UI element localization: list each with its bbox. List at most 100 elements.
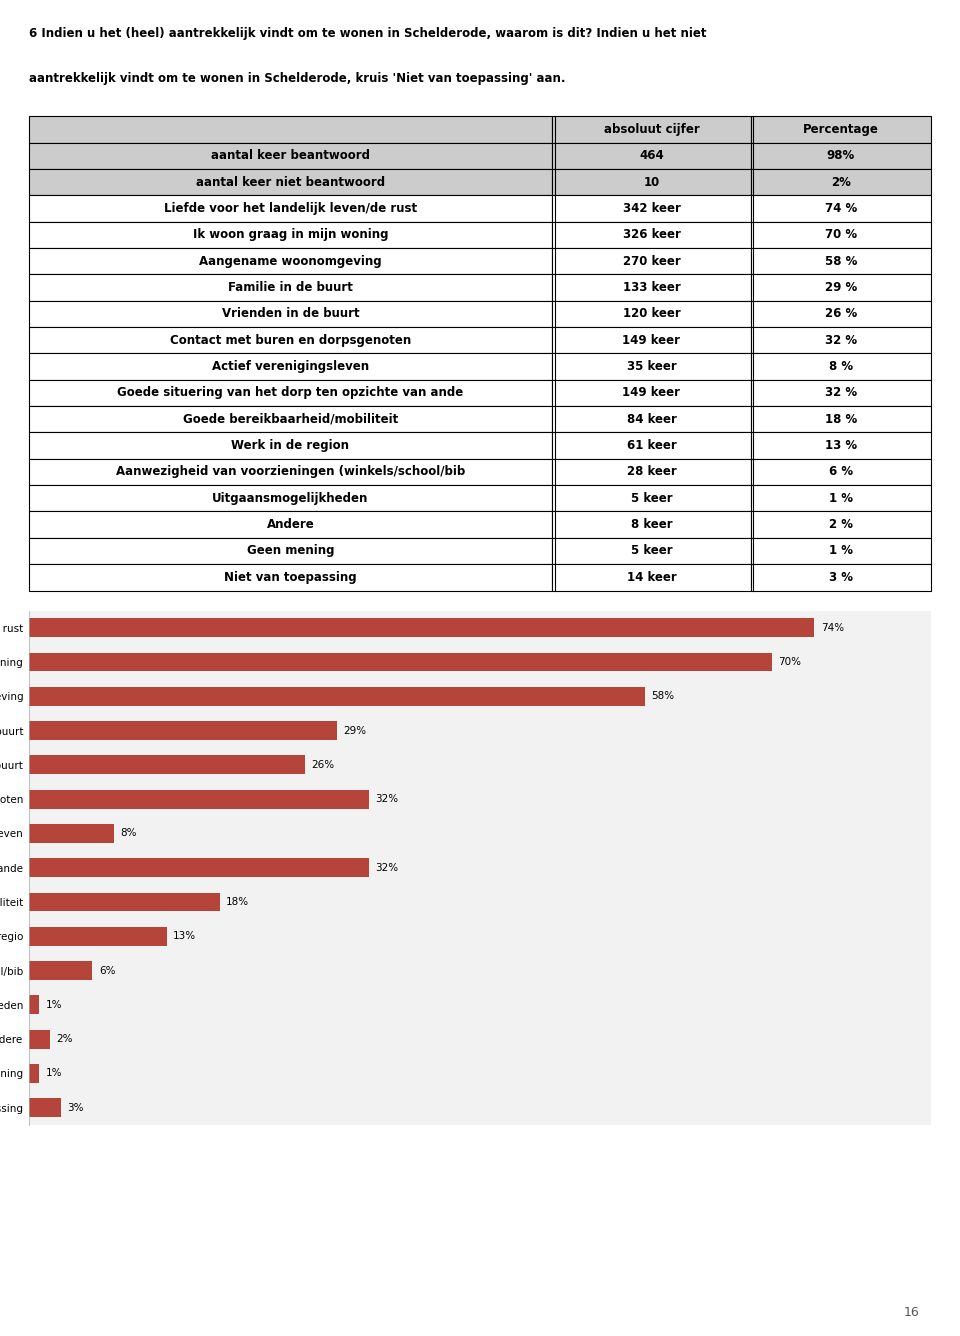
- Text: 18 %: 18 %: [825, 413, 857, 426]
- Text: Aanwezigheid van voorzieningen (winkels/school/bib: Aanwezigheid van voorzieningen (winkels/…: [116, 465, 466, 478]
- Text: 32%: 32%: [375, 794, 398, 804]
- Bar: [29, 353, 552, 379]
- Bar: [29, 168, 552, 195]
- Bar: [751, 353, 931, 379]
- Text: 464: 464: [639, 150, 663, 162]
- Bar: [29, 248, 552, 274]
- Text: Niet van toepassing: Niet van toepassing: [225, 570, 357, 584]
- Bar: [751, 222, 931, 248]
- Bar: [552, 512, 751, 538]
- Bar: [552, 538, 751, 564]
- Bar: [552, 564, 751, 591]
- Bar: [29, 406, 552, 433]
- Text: 29%: 29%: [343, 725, 366, 736]
- Text: 16: 16: [904, 1307, 920, 1319]
- Bar: [29, 195, 552, 222]
- Bar: [751, 433, 931, 458]
- Text: 70%: 70%: [779, 657, 802, 667]
- Text: 13 %: 13 %: [825, 440, 857, 452]
- Text: Goede bereikbaarheid/mobiliteit: Goede bereikbaarheid/mobiliteit: [182, 413, 398, 426]
- Bar: [751, 406, 931, 433]
- Bar: [29, 143, 552, 168]
- Text: 6%: 6%: [99, 966, 115, 975]
- Text: Vrienden in de buurt: Vrienden in de buurt: [222, 307, 359, 321]
- Text: 3 %: 3 %: [828, 570, 852, 584]
- Bar: [552, 116, 751, 143]
- Text: Andere: Andere: [267, 518, 314, 532]
- Text: 120 keer: 120 keer: [623, 307, 681, 321]
- Text: 29 %: 29 %: [825, 281, 857, 294]
- Text: Familie in de buurt: Familie in de buurt: [228, 281, 353, 294]
- Text: 5 keer: 5 keer: [631, 545, 672, 557]
- Text: 133 keer: 133 keer: [623, 281, 681, 294]
- Bar: [29, 619, 814, 637]
- Text: 26 %: 26 %: [825, 307, 857, 321]
- Text: 6 Indien u het (heel) aantrekkelijk vindt om te wonen in Schelderode, waarom is : 6 Indien u het (heel) aantrekkelijk vind…: [29, 27, 707, 40]
- Text: 8%: 8%: [120, 828, 136, 839]
- Bar: [751, 327, 931, 353]
- Bar: [29, 485, 552, 512]
- Bar: [552, 406, 751, 433]
- Text: 70 %: 70 %: [825, 228, 857, 242]
- Bar: [751, 195, 931, 222]
- Bar: [29, 1098, 60, 1117]
- Text: 58%: 58%: [651, 691, 674, 701]
- Bar: [29, 687, 644, 705]
- Text: 13%: 13%: [173, 931, 196, 942]
- Bar: [751, 379, 931, 406]
- Text: absoluut cijfer: absoluut cijfer: [604, 123, 699, 136]
- Bar: [552, 379, 751, 406]
- Bar: [29, 379, 552, 406]
- Text: 61 keer: 61 keer: [627, 440, 677, 452]
- Text: 2%: 2%: [57, 1034, 73, 1045]
- Text: 1%: 1%: [46, 999, 62, 1010]
- Bar: [29, 116, 552, 143]
- Bar: [29, 222, 552, 248]
- Text: 342 keer: 342 keer: [622, 202, 681, 215]
- Bar: [29, 1063, 39, 1083]
- Text: Goede situering van het dorp ten opzichte van ande: Goede situering van het dorp ten opzicht…: [117, 386, 464, 399]
- Bar: [552, 222, 751, 248]
- Text: 149 keer: 149 keer: [622, 334, 681, 347]
- Text: Aangename woonomgeving: Aangename woonomgeving: [199, 255, 382, 267]
- Text: 1 %: 1 %: [828, 492, 852, 505]
- Bar: [552, 433, 751, 458]
- Bar: [751, 143, 931, 168]
- Text: 326 keer: 326 keer: [622, 228, 681, 242]
- Text: 32%: 32%: [375, 863, 398, 872]
- Text: 270 keer: 270 keer: [623, 255, 681, 267]
- Bar: [29, 995, 39, 1014]
- Bar: [751, 274, 931, 301]
- Bar: [751, 168, 931, 195]
- Bar: [29, 274, 552, 301]
- Bar: [29, 301, 552, 327]
- Text: 149 keer: 149 keer: [622, 386, 681, 399]
- Text: Werk in de region: Werk in de region: [231, 440, 349, 452]
- Bar: [29, 927, 167, 946]
- Bar: [552, 274, 751, 301]
- Text: Actief verenigingsleven: Actief verenigingsleven: [212, 359, 369, 373]
- Bar: [29, 858, 369, 878]
- Text: 8 %: 8 %: [828, 359, 853, 373]
- Bar: [29, 721, 337, 740]
- Bar: [29, 1030, 50, 1049]
- Bar: [552, 195, 751, 222]
- Text: Percentage: Percentage: [803, 123, 879, 136]
- Text: 10: 10: [643, 175, 660, 188]
- Text: 58 %: 58 %: [825, 255, 857, 267]
- Text: 28 keer: 28 keer: [627, 465, 677, 478]
- Text: 26%: 26%: [311, 760, 334, 770]
- Bar: [29, 458, 552, 485]
- Bar: [552, 301, 751, 327]
- Text: 1%: 1%: [46, 1069, 62, 1078]
- Bar: [751, 248, 931, 274]
- Text: aantal keer niet beantwoord: aantal keer niet beantwoord: [196, 175, 385, 188]
- Text: 1 %: 1 %: [828, 545, 852, 557]
- Text: Contact met buren en dorpsgenoten: Contact met buren en dorpsgenoten: [170, 334, 411, 347]
- Bar: [552, 168, 751, 195]
- Text: 35 keer: 35 keer: [627, 359, 677, 373]
- Text: 5 keer: 5 keer: [631, 492, 672, 505]
- Text: Uitgaansmogelijkheden: Uitgaansmogelijkheden: [212, 492, 369, 505]
- Text: 2 %: 2 %: [828, 518, 852, 532]
- Text: Ik woon graag in mijn woning: Ik woon graag in mijn woning: [193, 228, 388, 242]
